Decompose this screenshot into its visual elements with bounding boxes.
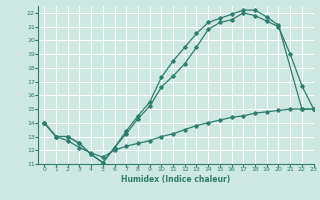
X-axis label: Humidex (Indice chaleur): Humidex (Indice chaleur) bbox=[121, 175, 231, 184]
